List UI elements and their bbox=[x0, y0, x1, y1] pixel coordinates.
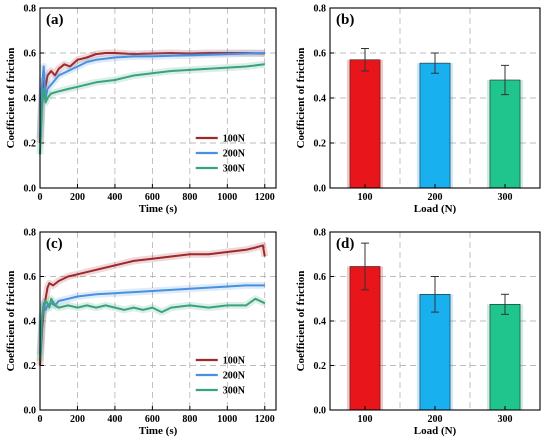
bar-100 bbox=[349, 59, 381, 189]
x-tick-label: 200 bbox=[70, 414, 85, 425]
chart-panel-4: 0.0 0.2 0.4 0.6 0.8 100 200 300 (d) Load (N) Coeff… bbox=[295, 228, 541, 437]
panel-label: (a) bbox=[46, 12, 64, 28]
y-axis-label: Coefficient of friction bbox=[5, 48, 17, 149]
series-line-300N bbox=[39, 63, 265, 155]
legend-label-100N: 100N bbox=[223, 134, 246, 145]
y-tick-label: 0.6 bbox=[24, 272, 37, 283]
y-tick-label: 0.0 bbox=[24, 184, 37, 195]
x-tick-label: 300 bbox=[498, 414, 513, 425]
bar-200 bbox=[419, 62, 451, 189]
x-tick-label: 400 bbox=[107, 414, 122, 425]
series-line-200N bbox=[39, 284, 265, 355]
y-tick-label: 0.0 bbox=[24, 406, 37, 417]
y-tick-label: 0.6 bbox=[24, 49, 37, 60]
x-axis-label: Load (N) bbox=[414, 425, 457, 437]
x-tick-label: 0 bbox=[38, 414, 43, 425]
series-line-200N bbox=[39, 52, 265, 139]
y-tick-label: 0.0 bbox=[314, 406, 327, 417]
x-tick-label: 400 bbox=[107, 192, 122, 203]
plot-frame bbox=[329, 7, 541, 189]
x-tick-label: 600 bbox=[145, 414, 160, 425]
y-axis-label: Coefficient of friction bbox=[295, 271, 307, 372]
y-tick-label: 0.6 bbox=[314, 49, 327, 60]
x-axis-label: Time (s) bbox=[139, 425, 178, 437]
legend-label-200N: 200N bbox=[223, 149, 246, 160]
y-tick-label: 0.2 bbox=[24, 361, 37, 372]
chart-panel-2: 0.0 0.2 0.4 0.6 0.8 100 200 300 (b) Load (N) Coeff… bbox=[295, 4, 541, 215]
plot-frame bbox=[39, 7, 277, 189]
x-tick-label: 200 bbox=[428, 414, 443, 425]
legend-label-300N: 300N bbox=[223, 164, 246, 175]
y-tick-label: 0.2 bbox=[314, 139, 327, 150]
x-tick-label: 1200 bbox=[255, 414, 275, 425]
y-tick-label: 0.2 bbox=[314, 361, 327, 372]
panel-label: (c) bbox=[46, 236, 63, 252]
y-tick-label: 0.6 bbox=[314, 272, 327, 283]
x-tick-label: 1000 bbox=[217, 192, 237, 203]
panel-label: (d) bbox=[336, 236, 354, 252]
x-tick-label: 100 bbox=[358, 414, 373, 425]
y-axis-label: Coefficient of friction bbox=[295, 48, 307, 149]
legend-label-200N: 200N bbox=[223, 371, 246, 382]
y-tick-label: 0.4 bbox=[24, 317, 37, 328]
y-axis-label: Coefficient of friction bbox=[5, 271, 17, 372]
y-tick-label: 0.2 bbox=[24, 139, 37, 150]
legend-label-300N: 300N bbox=[223, 386, 246, 397]
y-tick-label: 0.8 bbox=[24, 4, 37, 15]
y-tick-label: 0.8 bbox=[314, 228, 327, 239]
y-tick-label: 0.4 bbox=[314, 317, 327, 328]
x-tick-label: 300 bbox=[498, 192, 513, 203]
y-tick-label: 0.8 bbox=[314, 4, 327, 15]
x-tick-label: 200 bbox=[70, 192, 85, 203]
x-tick-label: 1200 bbox=[255, 192, 275, 203]
plot-frame bbox=[329, 231, 541, 411]
bar-300 bbox=[489, 304, 521, 411]
bar-100 bbox=[349, 266, 381, 411]
x-tick-label: 200 bbox=[428, 192, 443, 203]
x-tick-label: 800 bbox=[182, 414, 197, 425]
y-tick-label: 0.8 bbox=[24, 228, 37, 239]
legend-label-100N: 100N bbox=[223, 356, 246, 367]
y-tick-label: 0.0 bbox=[314, 184, 327, 195]
bar-300 bbox=[489, 79, 521, 189]
chart-panel-3: 0.0 0.2 0.4 0.6 0.8 0 200 400 600 800 1000 1200 100N… bbox=[5, 228, 277, 437]
chart-panel-1: 0.0 0.2 0.4 0.6 0.8 0 200 400 600 800 1000 1200 100N… bbox=[5, 4, 277, 215]
series-line-300N bbox=[39, 297, 266, 362]
series-line-100N bbox=[39, 52, 265, 144]
plot-frame bbox=[39, 231, 277, 411]
panel-label: (b) bbox=[336, 12, 354, 28]
x-tick-label: 1000 bbox=[217, 414, 237, 425]
x-axis-label: Time (s) bbox=[139, 203, 178, 215]
x-axis-label: Load (N) bbox=[414, 203, 457, 215]
x-tick-label: 800 bbox=[182, 192, 197, 203]
x-tick-label: 600 bbox=[145, 192, 160, 203]
series-line-100N bbox=[39, 244, 266, 366]
x-tick-label: 100 bbox=[358, 192, 373, 203]
y-tick-label: 0.4 bbox=[24, 94, 37, 105]
x-tick-label: 0 bbox=[38, 192, 43, 203]
y-tick-label: 0.4 bbox=[314, 94, 327, 105]
